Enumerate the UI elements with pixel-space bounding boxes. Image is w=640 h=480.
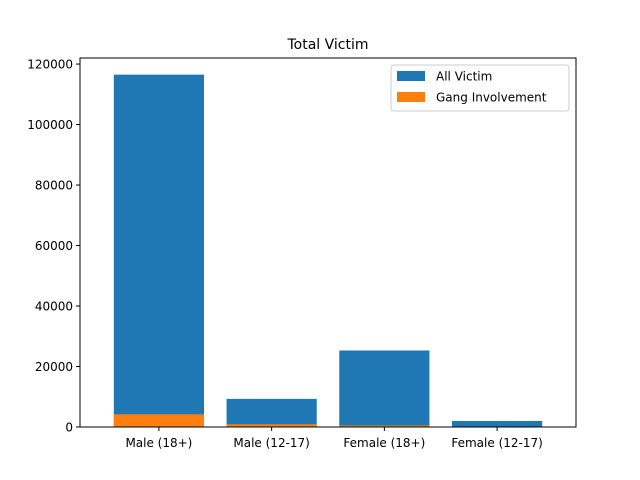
bars-layer [113, 74, 543, 427]
axes-layer: 0 20000 40000 60000 80000 100000 120000 Male (1… [27, 57, 577, 450]
legend: All Victim Gang Involvement [390, 64, 570, 112]
y-tick-label-4: 80000 [35, 179, 73, 193]
legend-label-all-victim: All Victim [436, 70, 492, 84]
y-tick-label-1: 20000 [35, 360, 73, 374]
y-tick-label-0: 0 [65, 421, 73, 435]
y-tick-label-3: 60000 [35, 239, 73, 253]
y-tick-label-2: 40000 [35, 300, 73, 314]
y-tick-label-6: 120000 [27, 58, 73, 72]
bar-gang-involvement-1 [226, 424, 317, 427]
chart-title: Total Victim [286, 37, 368, 53]
legend-swatch-gang-involvement [397, 92, 425, 102]
bar-gang-involvement-0 [113, 414, 204, 427]
legend-box [390, 64, 570, 112]
legend-label-gang-involvement: Gang Involvement [436, 91, 547, 105]
x-tick-label-1: Male (12-17) [233, 436, 309, 450]
bar-all-victim-3 [452, 420, 543, 427]
bar-gang-involvement-2 [339, 425, 430, 427]
legend-swatch-all-victim [397, 71, 425, 81]
y-tick-label-5: 100000 [27, 118, 73, 132]
x-tick-label-0: Male (18+) [125, 436, 192, 450]
bar-all-victim-0 [113, 74, 204, 427]
bar-all-victim-1 [226, 398, 317, 427]
bar-all-victim-2 [339, 350, 430, 427]
x-tick-label-3: Female (12-17) [451, 436, 542, 450]
x-tick-label-2: Female (18+) [343, 436, 425, 450]
plot-frame [79, 57, 577, 428]
